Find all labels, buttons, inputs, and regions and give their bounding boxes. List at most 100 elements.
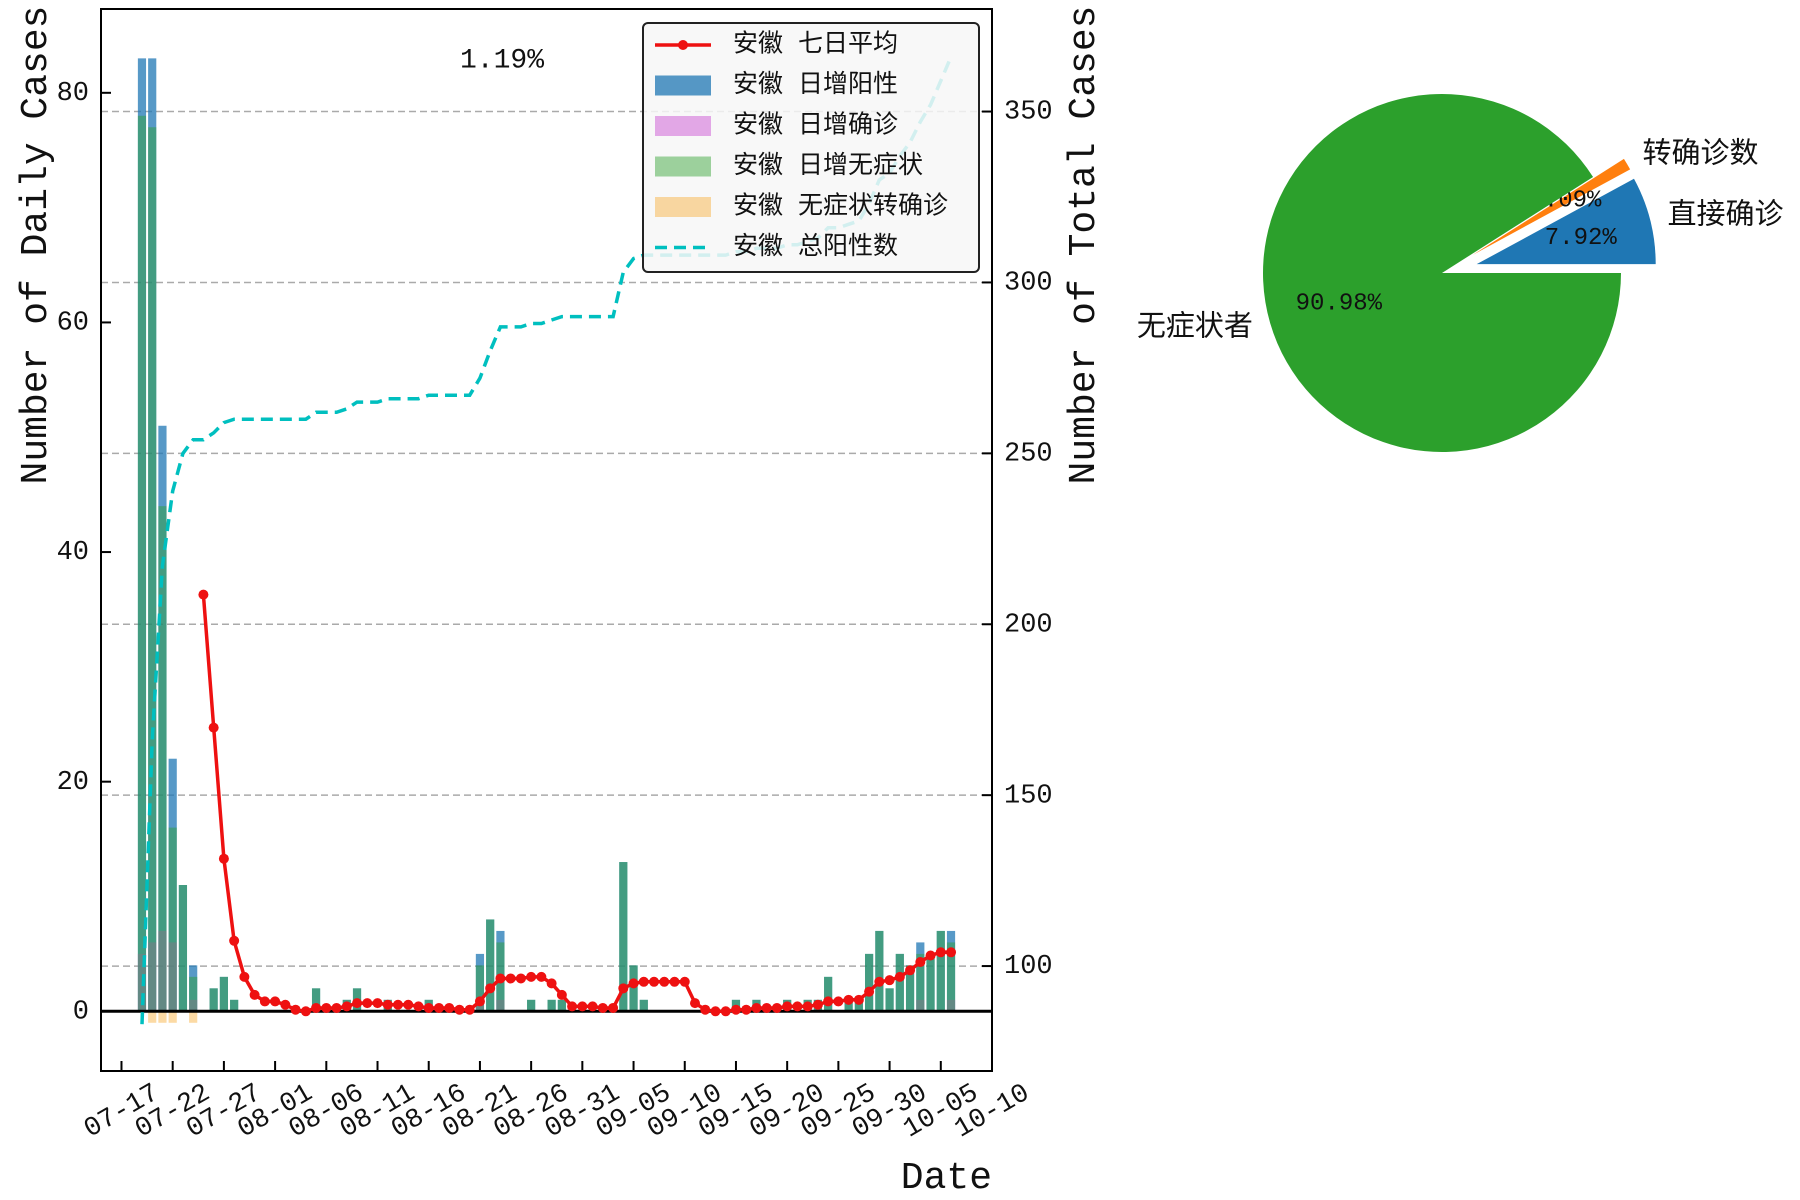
legend-label: 安徽 总阳性数 — [733, 232, 898, 262]
marker — [249, 989, 260, 1000]
marker — [843, 994, 854, 1005]
marker — [761, 1002, 772, 1013]
marker — [393, 999, 403, 1010]
bar — [178, 885, 188, 1012]
marker — [536, 971, 547, 982]
bar — [230, 999, 239, 1012]
bar — [486, 919, 495, 1012]
marker — [618, 983, 629, 994]
y2-axis-label: Number of Total Cases — [1063, 6, 1106, 485]
bar — [854, 999, 863, 1012]
bar — [926, 953, 935, 1012]
marker — [587, 1001, 598, 1012]
bar — [946, 942, 956, 1012]
marker — [884, 975, 895, 986]
pie-label: 转确诊数 — [1643, 137, 1759, 172]
marker — [649, 976, 660, 987]
y-tick-label: 40 — [57, 538, 89, 568]
marker — [935, 947, 946, 958]
pie-value-label: 7.92% — [1545, 225, 1618, 252]
annotation: 1.19% — [460, 45, 544, 76]
marker — [730, 1004, 741, 1015]
marker — [290, 1004, 301, 1015]
y-axis-label: Number of Daily Cases — [15, 6, 58, 485]
legend-swatch — [655, 156, 711, 177]
bar — [916, 953, 925, 1012]
marker — [413, 1001, 424, 1012]
bar — [547, 999, 556, 1012]
bar — [865, 953, 874, 1012]
bar — [557, 999, 566, 1012]
legend-swatch — [655, 75, 711, 96]
bar — [875, 930, 884, 1012]
bar — [189, 965, 198, 1012]
legend-swatch — [655, 197, 711, 217]
marker — [362, 998, 373, 1009]
marker — [495, 973, 506, 984]
bar — [311, 988, 321, 1012]
bar — [230, 999, 239, 1012]
marker — [853, 994, 864, 1005]
marker — [270, 996, 281, 1007]
bar — [496, 999, 505, 1012]
bar — [639, 999, 648, 1012]
bar — [824, 976, 833, 1012]
marker — [577, 1001, 588, 1012]
marker — [454, 1004, 465, 1015]
bar — [875, 930, 884, 1012]
marker — [638, 976, 649, 987]
bar — [189, 1011, 198, 1023]
bar — [639, 999, 648, 1012]
bar — [137, 115, 147, 1012]
bar — [148, 58, 157, 1012]
bar — [496, 930, 505, 1012]
bar — [936, 930, 945, 1012]
legend-box — [642, 22, 980, 273]
bar — [486, 919, 495, 1012]
bar — [158, 930, 167, 1012]
marker — [505, 973, 516, 984]
bar — [527, 999, 536, 1012]
bar — [527, 999, 536, 1012]
axes-frame — [100, 8, 993, 1072]
marker — [833, 996, 844, 1007]
bar — [168, 942, 177, 1012]
bar — [854, 999, 863, 1012]
marker — [403, 999, 414, 1010]
bar — [936, 930, 945, 1012]
y-tick-label: 60 — [57, 309, 89, 339]
line — [201, 594, 951, 1014]
marker — [874, 976, 885, 987]
bar — [475, 965, 485, 1012]
bar — [209, 988, 218, 1012]
y2-tick-label: 250 — [1004, 439, 1053, 469]
y-tick-label: 80 — [57, 79, 89, 109]
marker — [669, 976, 680, 987]
marker — [802, 1001, 813, 1012]
bar — [148, 127, 157, 1012]
marker — [352, 998, 363, 1009]
bar — [926, 953, 935, 1012]
marker — [341, 1001, 352, 1012]
pie-slice — [1263, 94, 1621, 453]
marker — [659, 976, 670, 987]
marker — [300, 1006, 311, 1017]
legend-label: 安徽 日增无症状 — [733, 151, 923, 181]
marker — [280, 999, 291, 1010]
bar — [885, 988, 894, 1012]
marker — [485, 983, 496, 994]
bar — [865, 953, 874, 1012]
marker — [546, 978, 557, 989]
legend-swatch — [655, 116, 711, 136]
legend-label: 安徽 日增确诊 — [733, 111, 898, 141]
marker — [812, 999, 823, 1010]
pie-label: 无症状者 — [1137, 310, 1253, 345]
marker — [423, 1002, 434, 1013]
pie-slice — [1472, 158, 1631, 255]
bar — [189, 976, 198, 1012]
marker — [515, 973, 526, 984]
marker — [782, 1001, 793, 1012]
marker — [905, 965, 916, 976]
bar — [168, 827, 177, 1012]
marker — [771, 1002, 782, 1013]
